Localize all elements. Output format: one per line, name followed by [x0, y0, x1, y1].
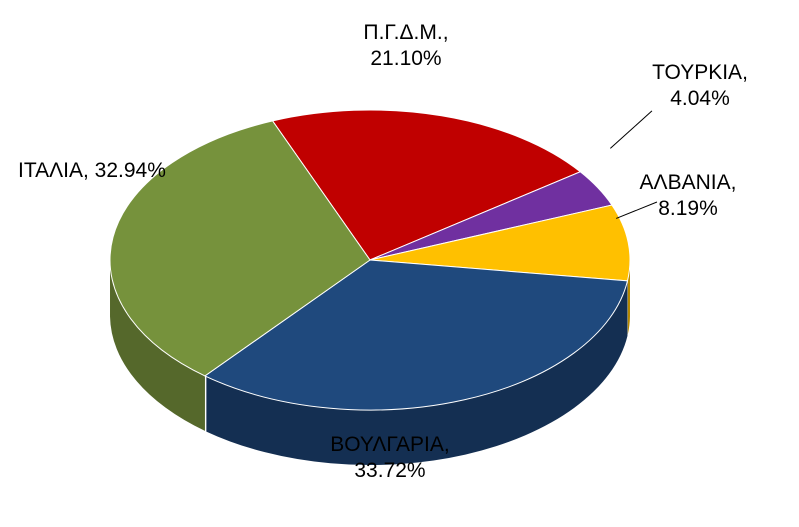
data-label-boulgaria: ΒΟΥΛΓΑΡΙΑ, 33.72% [290, 432, 490, 485]
data-label-pgdm: Π.Γ.Δ.Μ., 21.10% [326, 20, 486, 73]
data-label-value: 33.72% [354, 459, 425, 482]
data-label-tourkia: ΤΟΥΡΚΙΑ, 4.04% [630, 60, 770, 113]
data-label-name: Π.Γ.Δ.Μ. [363, 21, 442, 44]
data-label-name-value: ΙΤΑΛΙΑ, 32.94% [18, 159, 166, 182]
data-label-value: 4.04% [670, 87, 730, 110]
data-label-albania: ΑΛΒΑΝΙΑ, 8.19% [618, 170, 758, 223]
data-label-name: ΑΛΒΑΝΙΑ [640, 171, 731, 194]
data-label-name: ΤΟΥΡΚΙΑ [652, 61, 742, 84]
data-label-name: ΒΟΥΛΓΑΡΙΑ [330, 433, 444, 456]
data-label-value: 21.10% [370, 47, 441, 70]
data-label-value: 8.19% [658, 197, 718, 220]
pie-chart: Π.Γ.Δ.Μ., 21.10% ΤΟΥΡΚΙΑ, 4.04% ΑΛΒΑΝΙΑ,… [0, 0, 799, 527]
data-label-italia: ΙΤΑΛΙΑ, 32.94% [18, 158, 218, 184]
